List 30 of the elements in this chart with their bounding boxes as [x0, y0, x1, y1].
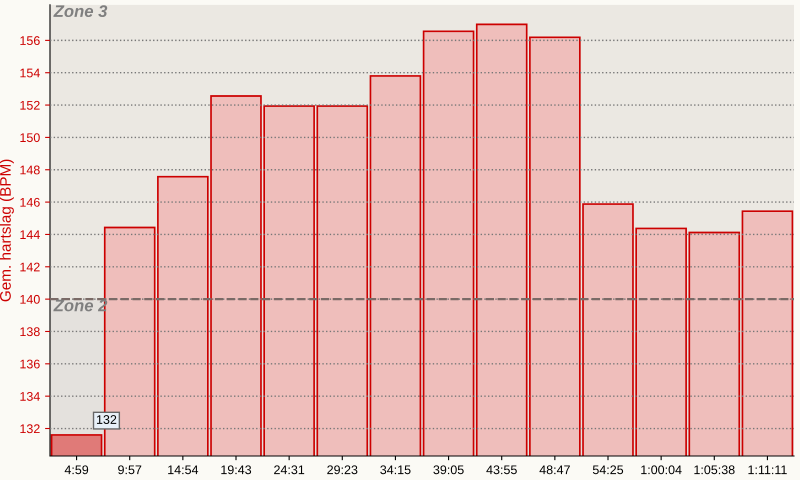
y-tick-label: 136: [20, 360, 40, 368]
x-tick-label: 9:57: [118, 465, 142, 474]
y-tick-label: 144: [20, 230, 40, 239]
x-tick-label: 14:54: [168, 465, 198, 474]
x-tick-label: 24:31: [274, 465, 304, 474]
x-tick-label: 1:11:11: [748, 465, 787, 474]
y-tick-label: 138: [20, 327, 40, 336]
x-tick-label: 4:59: [64, 465, 88, 474]
x-tick-label: 19:43: [221, 465, 252, 474]
y-tick-label: 156: [20, 36, 40, 46]
x-tick-label: 29:23: [327, 465, 358, 474]
y-tick-label: 148: [20, 166, 40, 174]
y-tick-label: 134: [20, 392, 40, 401]
y-axis-title: Gem. hartslag (BPM): [0, 160, 14, 302]
y-tick-label: 142: [20, 262, 40, 272]
x-tick-label: 54:25: [592, 465, 624, 474]
x-tick-label: 1:05:38: [694, 465, 735, 474]
y-tick-label: 140: [20, 294, 40, 304]
band-label: Zone 3: [53, 5, 108, 18]
y-tick-label: 154: [20, 68, 40, 78]
y-tick-label: 152: [20, 100, 40, 110]
y-tick-label: 132: [20, 424, 40, 434]
data-label: 132: [96, 415, 116, 424]
x-tick-label: 39:05: [433, 465, 464, 474]
x-tick-label: 48:47: [540, 465, 570, 474]
y-tick-label: 146: [20, 198, 40, 207]
y-tick-label: 150: [20, 133, 40, 142]
x-tick-label: 43:55: [486, 465, 517, 474]
x-tick-label: 1:00:04: [641, 465, 682, 474]
x-tick-label: 34:15: [380, 465, 411, 474]
